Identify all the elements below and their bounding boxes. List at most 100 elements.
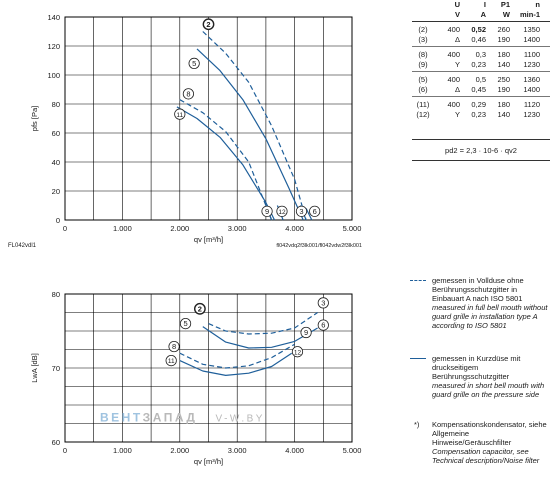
table-row: (3) Δ 0,46 190 1400 [412, 35, 550, 45]
curve-id: (5) [418, 75, 428, 84]
x-axis-label: qv [m³/h] [194, 235, 223, 244]
curve-label-text: 11 [168, 358, 175, 365]
curve-label-circle [165, 354, 177, 367]
curve-id: (8) [418, 50, 428, 59]
y-tick-label: 80 [52, 100, 60, 109]
curve-label-circle [202, 18, 215, 31]
x-tick-label: 4.000 [285, 224, 304, 233]
y-tick-label: 0 [56, 216, 60, 225]
legend-solid: gemessen in Kurzdüse mit druckseitigem B… [410, 354, 550, 399]
x-tick-label: 3.000 [228, 446, 247, 455]
x-tick-label: 4.000 [285, 446, 304, 455]
curve-label-circle [291, 346, 304, 358]
curve-label-circle [168, 340, 180, 353]
curve-label-circle [261, 205, 273, 217]
curve-label-circle [276, 205, 288, 217]
curve-label-circle [174, 108, 186, 120]
curve-label-circle [317, 319, 329, 331]
x-tick-label: 5.000 [343, 446, 362, 455]
y-tick-label: 80 [52, 290, 60, 299]
curve-label-text: 3 [299, 207, 303, 216]
curve-label-text: 11 [176, 112, 183, 119]
x-tick-label: 3.000 [228, 224, 247, 233]
chart-code-right: fl042vdq2f3lk001/fl042vdw2f3lk001 [276, 243, 362, 249]
x-tick-label: 0 [63, 224, 67, 233]
y-tick-label: 70 [52, 364, 60, 373]
curve-6 [305, 208, 313, 221]
y-axis-label: pfs [Pa] [30, 106, 39, 131]
plot-frame [64, 16, 353, 221]
curve-id: (6) [418, 85, 428, 94]
curve-5 [196, 48, 304, 221]
y-tick-label: 20 [52, 187, 60, 196]
curve-label-text: 12 [278, 209, 286, 216]
curve-label-text: 8 [186, 89, 190, 98]
x-tick-label: 1.000 [113, 224, 132, 233]
y-tick-label: 140 [47, 13, 60, 22]
pressure-chart: 0 1.000 2.000 3.000 4.000 5.000 0 20 40 60 80 100 12… [8, 13, 362, 249]
legend-dashed: gemessen in Vollduse ohne Berührungsschu… [410, 276, 550, 330]
curve-label-circle [182, 88, 195, 100]
curve-label-circle [179, 317, 192, 330]
curve-label-circle [188, 57, 200, 70]
curve-id: (9) [418, 60, 428, 69]
curve-11 [179, 352, 293, 376]
curve-label-text: 12 [294, 349, 302, 356]
table-body: (2) 400 0,52 260 1350 (3) Δ 0,46 190 1400 (8) 400 0,… [412, 25, 550, 120]
y-tick-label: 40 [52, 158, 60, 167]
table-row: (9) Y 0,23 140 1230 [412, 60, 550, 70]
legend-note: *) Kompensationskondensator, siehe Allge… [414, 420, 547, 465]
table-row: (5) 400 0,5 250 1360 [412, 75, 550, 85]
curve-label-text: 8 [172, 342, 176, 351]
pressure-formula: pd2 = 2,3 · 10-6 · qv2 [445, 146, 517, 155]
x-tick-label: 1.000 [113, 446, 132, 455]
curve-label-text: 9 [265, 207, 269, 216]
curve-label-text: 2 [206, 20, 210, 29]
chart-code-left: FL042vdl1 [8, 243, 37, 249]
table-row: (12) Y 0,23 140 1230 [412, 110, 550, 120]
x-tick-label: 5.000 [343, 224, 362, 233]
curve-label-text: 5 [183, 319, 187, 328]
table-units: V A W min-1 [454, 10, 540, 19]
curve-label-text: 3 [321, 298, 325, 307]
x-tick-label: 0 [63, 446, 67, 455]
curve-id: (12) [416, 110, 430, 119]
curve-label-text: 6 [321, 321, 325, 330]
curve-label-circle [309, 205, 321, 217]
curve-id: (3) [418, 35, 428, 44]
y-tick-label: 60 [52, 438, 60, 447]
table-row: (8) 400 0,3 180 1100 [412, 50, 550, 60]
table-row: (11) 400 0,29 180 1120 [412, 100, 550, 110]
curve-5 [202, 326, 318, 349]
y-axis-label: LwA [dB] [30, 353, 39, 383]
x-tick-label: 2.000 [170, 224, 189, 233]
solid-line-sample [410, 358, 426, 359]
curve-id: (2) [418, 25, 428, 34]
y-tick-label: 100 [47, 71, 60, 80]
plot-frame [64, 293, 353, 443]
y-tick-label: 120 [47, 42, 60, 51]
table-row: (6) Δ 0,45 190 1400 [412, 85, 550, 95]
table-row: (2) 400 0,52 260 1350 [412, 25, 550, 35]
curve-11 [176, 106, 276, 221]
curve-label-text: 5 [192, 59, 196, 68]
curve-label-circle [300, 326, 312, 339]
curve-label-circle [295, 205, 308, 217]
curve-label-circle [317, 297, 329, 309]
curve-label-circle [193, 302, 206, 315]
curve-label-text: 9 [304, 328, 308, 337]
curve-id: (11) [416, 100, 430, 109]
table-header: U I P1 n [454, 0, 540, 9]
noise-chart: 0 1.000 2.000 3.000 4.000 5.000 60 70 80 qv [m³/h… [30, 290, 361, 466]
motor-data-table: U I P1 n V A W min-1 (2) 400 0,52 260 1350 (3… [412, 0, 550, 164]
watermark: ВЕНТЗАПАД V-W.BY [100, 410, 265, 424]
curve-2 [202, 31, 307, 221]
curve-label-text: 2 [198, 304, 202, 313]
x-axis-label: qv [m³/h] [194, 457, 223, 466]
y-tick-label: 60 [52, 129, 60, 138]
curve-label-text: 6 [313, 207, 317, 216]
fan-performance-charts: 0 1.000 2.000 3.000 4.000 5.00002040608010012… [8, 13, 362, 466]
curve-8 [179, 343, 295, 369]
dashed-line-sample [410, 280, 426, 281]
curve-8 [179, 99, 273, 221]
